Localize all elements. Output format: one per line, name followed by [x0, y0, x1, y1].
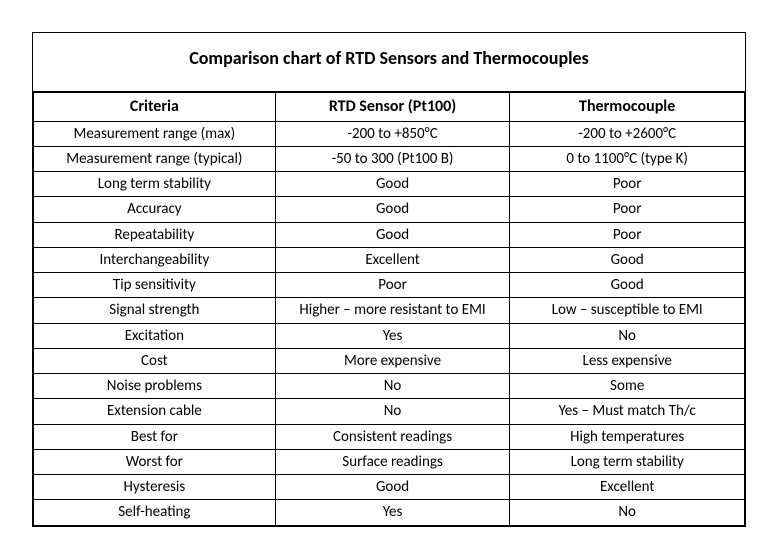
thermocouple-cell: Good — [510, 273, 745, 298]
table-row: CostMore expensiveLess expensive — [34, 348, 745, 373]
rtd-cell: No — [275, 374, 510, 399]
thermocouple-cell: Poor — [510, 172, 745, 197]
criteria-cell: Accuracy — [34, 197, 276, 222]
rtd-cell: Consistent readings — [275, 424, 510, 449]
rtd-cell: Surface readings — [275, 449, 510, 474]
table-row: Measurement range (max)-200 to +850°C-20… — [34, 121, 745, 146]
table-row: Noise problemsNoSome — [34, 374, 745, 399]
table-header-row: Criteria RTD Sensor (Pt100) Thermocouple — [34, 93, 745, 122]
criteria-cell: Measurement range (max) — [34, 121, 276, 146]
table-row: Worst forSurface readingsLong term stabi… — [34, 449, 745, 474]
criteria-cell: Self-heating — [34, 500, 276, 525]
thermocouple-cell: 0 to 1100°C (type K) — [510, 146, 745, 171]
thermocouple-cell: Poor — [510, 222, 745, 247]
col-header-thermocouple: Thermocouple — [510, 93, 745, 122]
rtd-cell: Good — [275, 172, 510, 197]
table-body: Measurement range (max)-200 to +850°C-20… — [34, 121, 745, 525]
rtd-cell: Excellent — [275, 247, 510, 272]
rtd-cell: Good — [275, 197, 510, 222]
criteria-cell: Best for — [34, 424, 276, 449]
thermocouple-cell: Yes – Must match Th/c — [510, 399, 745, 424]
table-row: Measurement range (typical)-50 to 300 (P… — [34, 146, 745, 171]
rtd-cell: No — [275, 399, 510, 424]
criteria-cell: Worst for — [34, 449, 276, 474]
table-row: InterchangeabilityExcellentGood — [34, 247, 745, 272]
rtd-cell: More expensive — [275, 348, 510, 373]
table-row: Best forConsistent readingsHigh temperat… — [34, 424, 745, 449]
thermocouple-cell: Long term stability — [510, 449, 745, 474]
table-row: Self-heatingYesNo — [34, 500, 745, 525]
rtd-cell: Good — [275, 475, 510, 500]
thermocouple-cell: Good — [510, 247, 745, 272]
rtd-cell: Yes — [275, 500, 510, 525]
thermocouple-cell: -200 to +2600°C — [510, 121, 745, 146]
thermocouple-cell: Excellent — [510, 475, 745, 500]
table-title: Comparison chart of RTD Sensors and Ther… — [33, 33, 745, 92]
table-row: Signal strengthHigher – more resistant t… — [34, 298, 745, 323]
table-row: Extension cableNoYes – Must match Th/c — [34, 399, 745, 424]
table-row: RepeatabilityGoodPoor — [34, 222, 745, 247]
criteria-cell: Cost — [34, 348, 276, 373]
rtd-cell: Poor — [275, 273, 510, 298]
thermocouple-cell: Poor — [510, 197, 745, 222]
col-header-rtd: RTD Sensor (Pt100) — [275, 93, 510, 122]
criteria-cell: Measurement range (typical) — [34, 146, 276, 171]
rtd-cell: -50 to 300 (Pt100 B) — [275, 146, 510, 171]
thermocouple-cell: Less expensive — [510, 348, 745, 373]
criteria-cell: Excitation — [34, 323, 276, 348]
criteria-cell: Tip sensitivity — [34, 273, 276, 298]
criteria-cell: Noise problems — [34, 374, 276, 399]
criteria-cell: Long term stability — [34, 172, 276, 197]
criteria-cell: Signal strength — [34, 298, 276, 323]
rtd-cell: Higher – more resistant to EMI — [275, 298, 510, 323]
thermocouple-cell: Low – susceptible to EMI — [510, 298, 745, 323]
table-row: Tip sensitivityPoorGood — [34, 273, 745, 298]
table-row: Long term stabilityGoodPoor — [34, 172, 745, 197]
table-row: ExcitationYesNo — [34, 323, 745, 348]
criteria-cell: Interchangeability — [34, 247, 276, 272]
table-row: HysteresisGoodExcellent — [34, 475, 745, 500]
rtd-cell: -200 to +850°C — [275, 121, 510, 146]
table-row: AccuracyGoodPoor — [34, 197, 745, 222]
rtd-cell: Yes — [275, 323, 510, 348]
criteria-cell: Repeatability — [34, 222, 276, 247]
col-header-criteria: Criteria — [34, 93, 276, 122]
thermocouple-cell: Some — [510, 374, 745, 399]
criteria-cell: Hysteresis — [34, 475, 276, 500]
thermocouple-cell: No — [510, 323, 745, 348]
thermocouple-cell: No — [510, 500, 745, 525]
rtd-cell: Good — [275, 222, 510, 247]
comparison-table: Criteria RTD Sensor (Pt100) Thermocouple… — [33, 92, 745, 526]
comparison-table-container: Comparison chart of RTD Sensors and Ther… — [32, 32, 746, 527]
thermocouple-cell: High temperatures — [510, 424, 745, 449]
criteria-cell: Extension cable — [34, 399, 276, 424]
